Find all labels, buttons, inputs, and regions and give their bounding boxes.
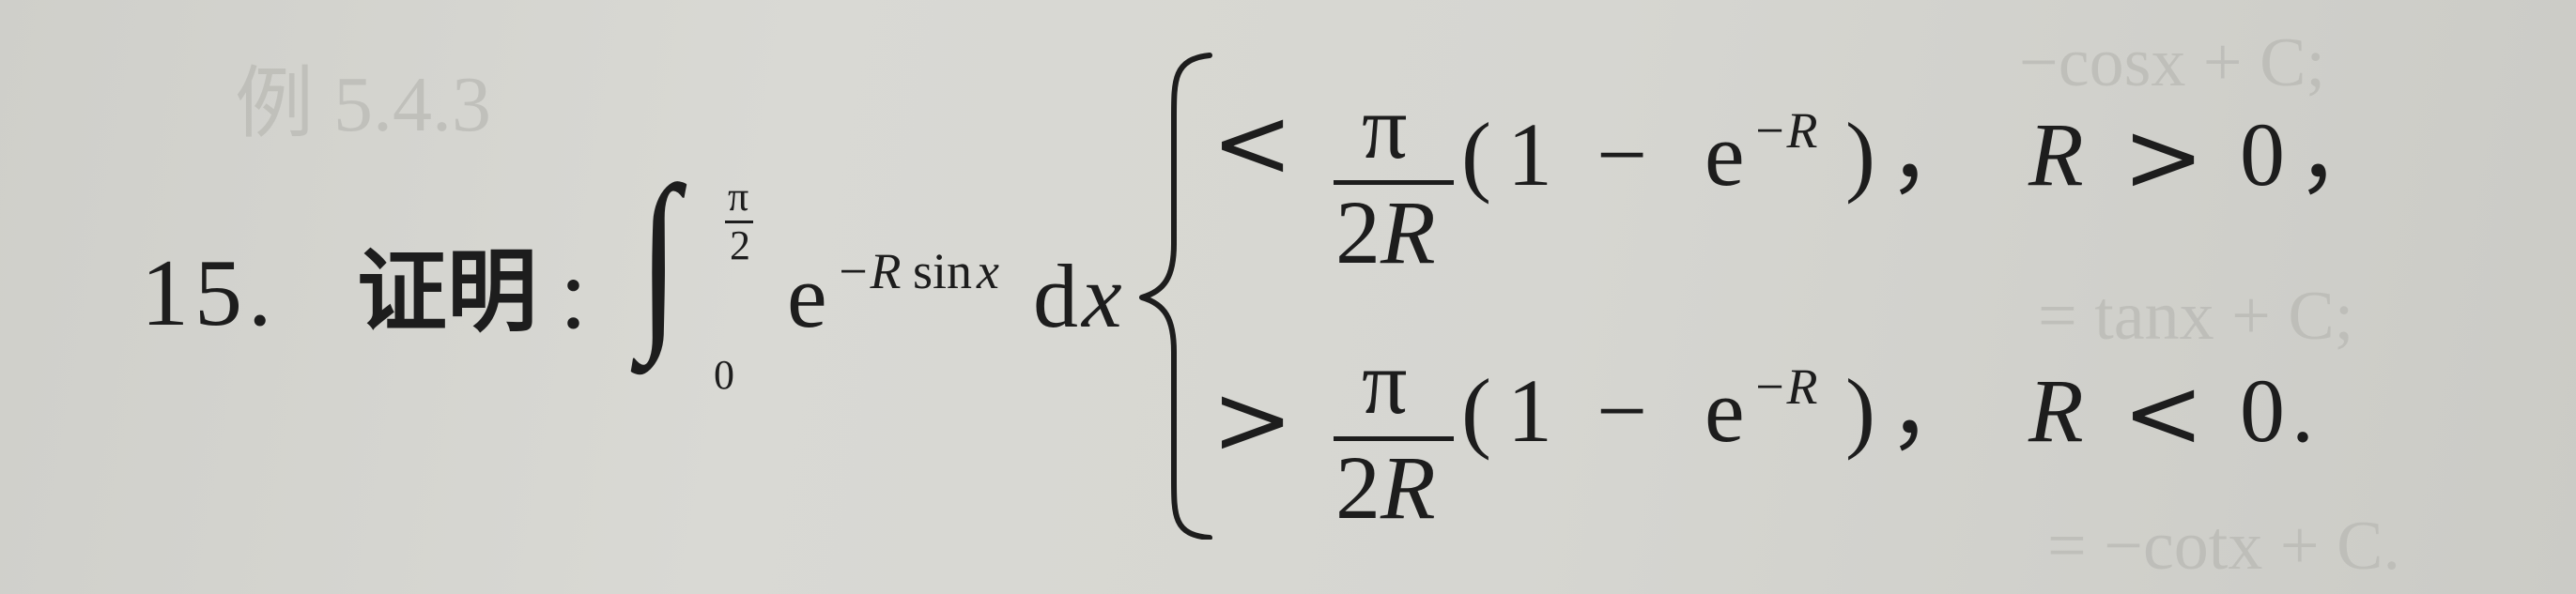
ghost-example-label: 例 5.4.3 bbox=[235, 61, 492, 148]
differential-var: x bbox=[1082, 246, 1122, 346]
case-2-fraction-line bbox=[1334, 436, 1454, 441]
case-1-comma: ， bbox=[1888, 104, 1978, 205]
case-1-e: e bbox=[1704, 104, 1745, 205]
exponent-func: sin bbox=[913, 243, 973, 299]
case-1-paren-open: ( bbox=[1461, 104, 1491, 205]
case-2-minus: − bbox=[1597, 360, 1648, 461]
case-2-e: e bbox=[1704, 360, 1745, 461]
differential-d: d bbox=[1033, 246, 1078, 346]
case-1-condition-var: R bbox=[2028, 104, 2084, 205]
case-1-minus: − bbox=[1597, 104, 1648, 205]
ghost-right-bot: = −cotx + C. bbox=[2047, 508, 2400, 585]
case-1-end-punct: ， bbox=[2296, 104, 2386, 205]
case-2-relation: > bbox=[1211, 362, 1294, 477]
upper-limit-fraction-line bbox=[725, 221, 753, 223]
upper-limit-numerator: π bbox=[728, 174, 749, 220]
case-1-relation: < bbox=[1211, 85, 1294, 200]
case-2-condition-var: R bbox=[2028, 360, 2084, 461]
case-1-e-exponent: −R bbox=[1752, 102, 1818, 159]
upper-limit-denominator: 2 bbox=[730, 222, 750, 268]
case-1-fraction-line bbox=[1334, 180, 1454, 185]
case-1-fraction-numerator: π bbox=[1362, 77, 1408, 177]
case-1-fraction-denominator-2: 2R bbox=[1335, 182, 1436, 282]
case-2-paren-close: ) bbox=[1845, 360, 1875, 461]
case-2-comma: ， bbox=[1888, 360, 1978, 461]
case-2-end-punct: . bbox=[2291, 360, 2314, 461]
integral-sign: ∫ bbox=[639, 147, 680, 365]
exponent-var: −R bbox=[836, 243, 902, 299]
integrand-base: e bbox=[787, 246, 827, 346]
lower-limit: 0 bbox=[714, 352, 734, 398]
case-1-one: 1 bbox=[1507, 104, 1552, 205]
case-2-condition-value: 0 bbox=[2240, 360, 2285, 461]
prove-label: 证明 bbox=[357, 239, 537, 344]
case-2-fraction-numerator: π bbox=[1362, 332, 1408, 433]
cases-brace bbox=[1139, 53, 1212, 540]
case-1-paren-close: ) bbox=[1845, 104, 1875, 205]
ghost-right-mid: = tanx + C; bbox=[2038, 278, 2354, 355]
problem-number: 15. bbox=[141, 240, 278, 346]
case-1-condition-relation: > bbox=[2122, 99, 2205, 214]
ghost-right-top: −cosx + C; bbox=[2019, 24, 2326, 101]
exponent-arg: x bbox=[977, 243, 999, 299]
colon: ： bbox=[554, 258, 632, 347]
case-2-e-exponent: −R bbox=[1752, 358, 1818, 415]
case-2-condition-relation: < bbox=[2122, 356, 2205, 470]
case-2-paren-open: ( bbox=[1461, 360, 1491, 461]
case-1-condition-value: 0 bbox=[2240, 104, 2285, 205]
case-2-one: 1 bbox=[1507, 360, 1552, 461]
case-2-fraction-denominator: 2R bbox=[1335, 437, 1436, 538]
